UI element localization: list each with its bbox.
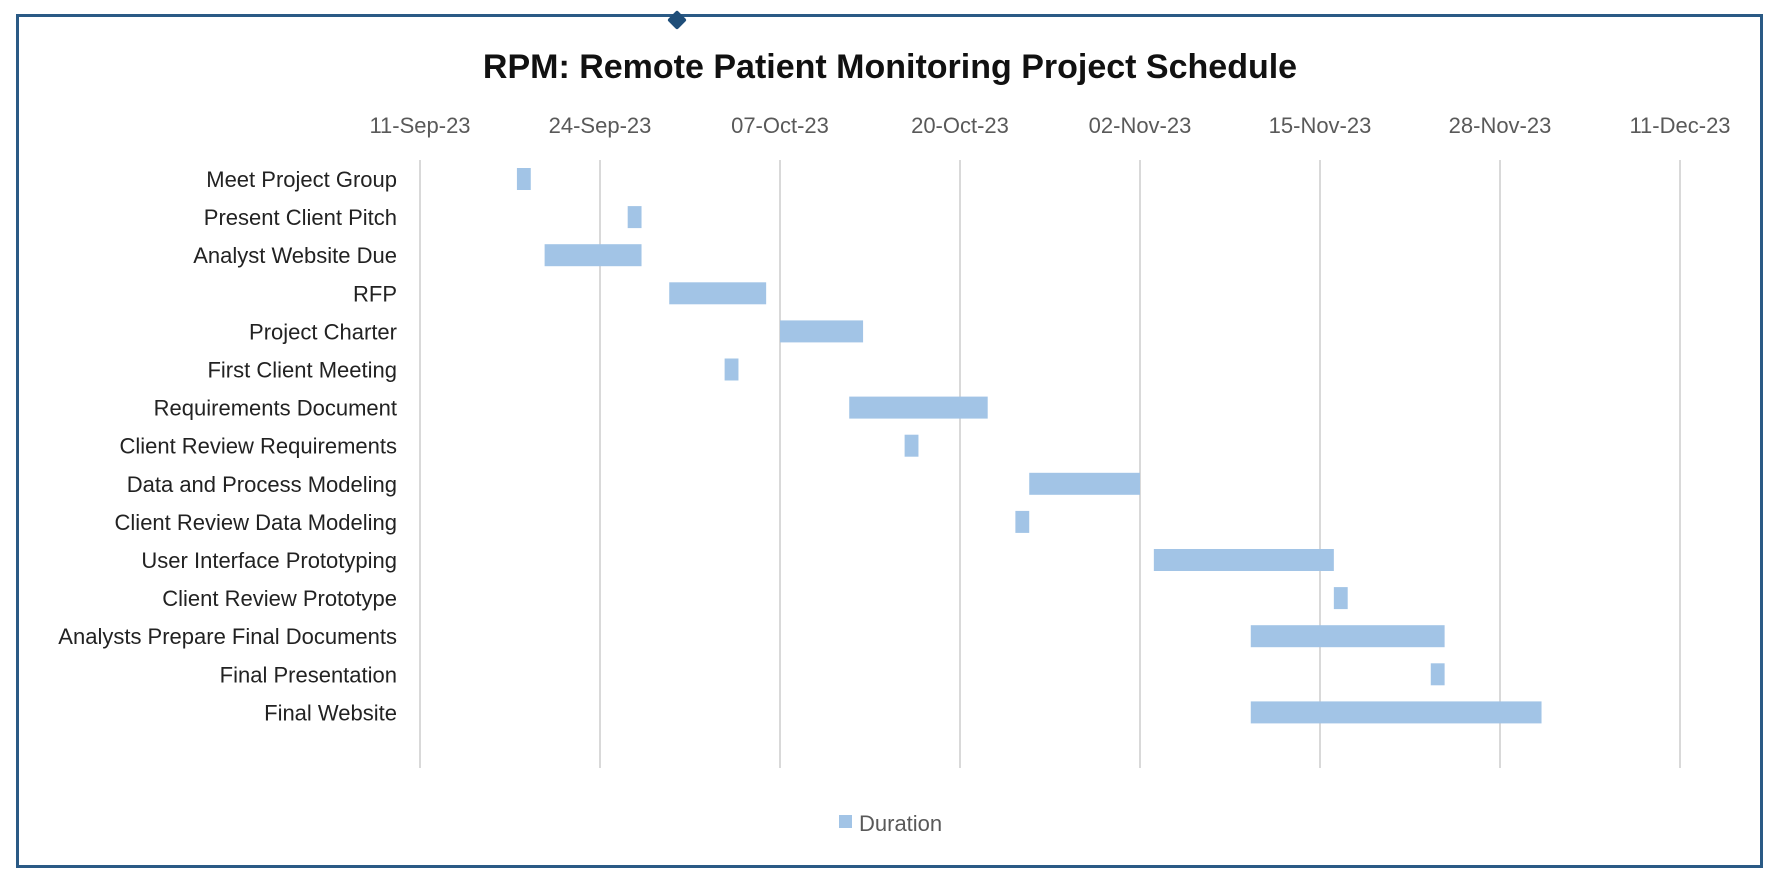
duration-bar bbox=[1430, 663, 1445, 686]
duration-bar bbox=[780, 320, 864, 343]
task-label: Present Client Pitch bbox=[204, 205, 397, 230]
task-label: First Client Meeting bbox=[207, 358, 397, 383]
x-tick-label: 24-Sep-23 bbox=[549, 113, 652, 138]
task-label: Analysts Prepare Final Documents bbox=[58, 624, 397, 649]
task-label: Client Review Data Modeling bbox=[115, 510, 397, 535]
x-tick-label: 11-Sep-23 bbox=[369, 113, 470, 138]
duration-bar bbox=[849, 396, 988, 419]
duration-bar bbox=[1029, 472, 1140, 495]
chart-frame bbox=[16, 10, 1763, 868]
duration-bar bbox=[669, 282, 767, 305]
task-label: Final Website bbox=[264, 700, 397, 725]
x-axis-tick-labels: 11-Sep-23 24-Sep-23 07-Oct-23 20-Oct-23 02-N… bbox=[369, 113, 1730, 138]
task-label: Data and Process Modeling bbox=[127, 472, 397, 497]
duration-bar bbox=[724, 358, 739, 381]
duration-bar bbox=[1333, 587, 1348, 610]
x-tick-label: 07-Oct-23 bbox=[731, 113, 829, 138]
task-labels: Meet Project Group Present Client Pitch An… bbox=[58, 167, 397, 725]
task-label: Client Review Prototype bbox=[162, 586, 397, 611]
legend-label-duration: Duration bbox=[859, 811, 942, 836]
x-tick-label: 02-Nov-23 bbox=[1089, 113, 1192, 138]
legend-swatch-duration bbox=[839, 815, 852, 828]
duration-bars bbox=[516, 168, 1542, 724]
legend: Duration bbox=[839, 811, 942, 836]
task-label: Project Charter bbox=[249, 319, 397, 344]
duration-bar bbox=[1153, 549, 1334, 571]
task-label: User Interface Prototyping bbox=[141, 548, 397, 573]
duration-bar bbox=[1015, 510, 1030, 533]
duration-bar bbox=[544, 244, 642, 267]
task-label: Analyst Website Due bbox=[193, 243, 397, 268]
task-label: Final Presentation bbox=[220, 662, 397, 687]
x-tick-label: 28-Nov-23 bbox=[1449, 113, 1552, 138]
task-label: Client Review Requirements bbox=[119, 434, 397, 459]
duration-bar bbox=[1250, 701, 1542, 724]
x-tick-label: 20-Oct-23 bbox=[911, 113, 1009, 138]
task-label: Meet Project Group bbox=[206, 167, 397, 192]
duration-bar bbox=[1250, 625, 1445, 648]
x-tick-label: 11-Dec-23 bbox=[1629, 113, 1730, 138]
duration-bar bbox=[627, 206, 642, 229]
x-tick-label: 15-Nov-23 bbox=[1269, 113, 1372, 138]
duration-bar bbox=[904, 434, 919, 457]
task-label: Requirements Document bbox=[154, 396, 397, 421]
chart-title: RPM: Remote Patient Monitoring Project S… bbox=[483, 48, 1297, 86]
task-label: RFP bbox=[353, 281, 397, 306]
duration-bar bbox=[516, 168, 531, 190]
